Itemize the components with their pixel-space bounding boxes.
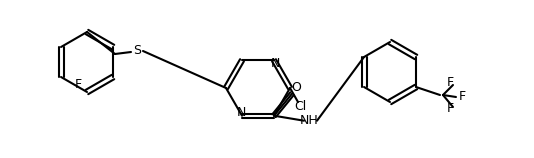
- Text: F: F: [74, 78, 82, 91]
- Text: Cl: Cl: [294, 100, 306, 112]
- Text: S: S: [133, 45, 141, 58]
- Text: N: N: [270, 57, 280, 70]
- Text: N: N: [237, 106, 246, 119]
- Text: F: F: [446, 76, 453, 89]
- Text: NH: NH: [300, 114, 318, 127]
- Text: O: O: [291, 81, 301, 94]
- Text: F: F: [458, 91, 466, 103]
- Text: F: F: [446, 103, 453, 115]
